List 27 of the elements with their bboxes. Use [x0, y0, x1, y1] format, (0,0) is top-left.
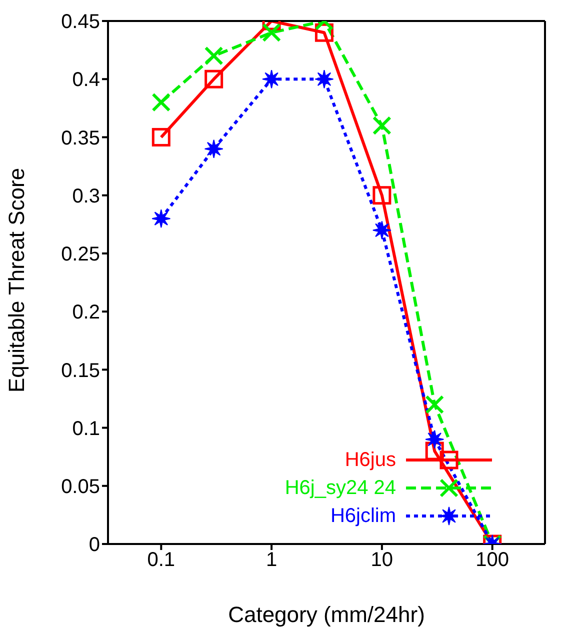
y-tick-label: 0.4: [72, 69, 100, 92]
legend-label: H6jus: [344, 448, 396, 472]
y-tick-label: 0.3: [72, 185, 100, 208]
point: [152, 128, 170, 146]
point: [152, 92, 171, 112]
point: [152, 209, 171, 228]
point: [425, 442, 444, 460]
point: [314, 70, 334, 89]
point: [425, 430, 444, 449]
x-tick-label: 10: [370, 549, 394, 572]
y-axis-title: Equitable Threat Score: [4, 168, 29, 392]
y-tick-label: 0.15: [61, 360, 100, 382]
y-tick-label: 0.45: [61, 11, 100, 34]
x-tick-label: 0.1: [147, 549, 176, 572]
point: [425, 395, 444, 414]
y-tick-label: 0.25: [61, 244, 100, 266]
x-tick-label: 100: [476, 549, 510, 572]
x-axis-title: Category (mm/24hr): [228, 602, 425, 627]
x-tick-label: 1: [266, 549, 278, 572]
y-tick-label: 0: [88, 534, 100, 556]
point: [262, 23, 282, 42]
y-tick-label: 0.35: [61, 127, 100, 150]
legend-label: H6j_sy24 24: [284, 476, 396, 500]
y-tick-label: 0.2: [72, 302, 100, 324]
y-tick-label: 0.1: [72, 418, 100, 440]
y-tick-label: 0.05: [61, 476, 100, 498]
legend-label: H6jclim: [330, 504, 396, 528]
